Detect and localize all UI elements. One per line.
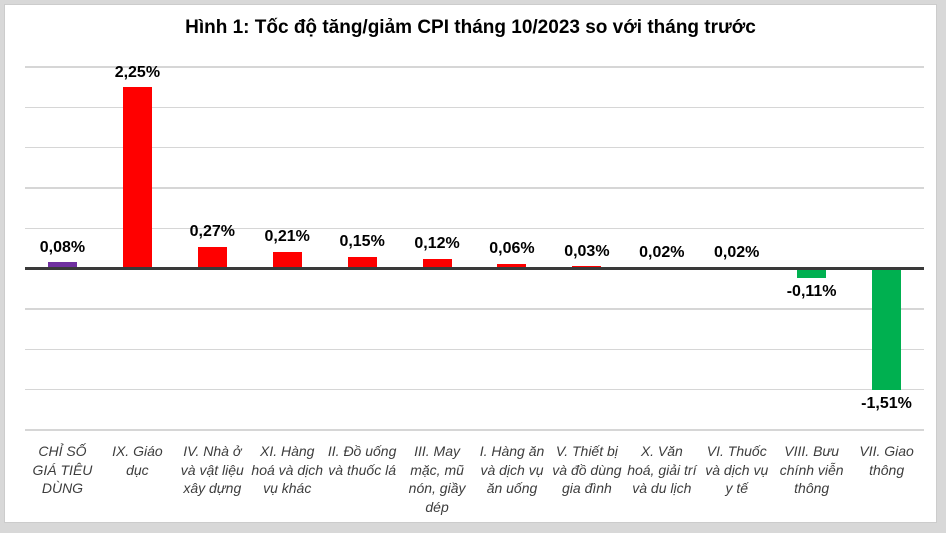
bar-1 bbox=[47, 262, 77, 269]
gridline bbox=[25, 227, 924, 230]
bar-3 bbox=[197, 246, 227, 269]
value-label-4: 0,21% bbox=[264, 228, 310, 246]
bar-5 bbox=[347, 256, 377, 269]
gridline bbox=[25, 429, 924, 431]
category-label-1: CHỈ SỐ GIÁ TIÊU DÙNG bbox=[32, 443, 93, 496]
gridline bbox=[25, 146, 924, 149]
bar-7 bbox=[497, 263, 527, 269]
gridline bbox=[25, 106, 924, 109]
category-label-6: III. May mặc, mũ nón, giầy dép bbox=[408, 443, 466, 515]
category-label-3: IV. Nhà ở và vật liệu xây dựng bbox=[180, 443, 244, 496]
category-label-7: I. Hàng ăn và dịch vụ ăn uống bbox=[479, 443, 545, 496]
category-label-5: II. Đồ uống và thuốc lá bbox=[327, 443, 397, 478]
category-label-12: VII. Giao thông bbox=[859, 443, 914, 478]
value-label-5: 0,15% bbox=[339, 233, 385, 251]
chart-canvas: Hình 1: Tốc độ tăng/giảm CPI tháng 10/20… bbox=[4, 4, 937, 523]
value-label-11: -0,11% bbox=[786, 282, 837, 300]
value-label-6: 0,12% bbox=[414, 235, 460, 253]
gridline bbox=[25, 187, 924, 189]
value-label-8: 0,03% bbox=[564, 242, 610, 260]
plot-area: 0,08% 2,25% 0,27% 0,21% 0,15% 0,12% 0,06% 0,03%… bbox=[25, 63, 924, 431]
gridline bbox=[25, 388, 924, 391]
category-label-9: X. Văn hoá, giải trí và du lịch bbox=[627, 443, 697, 496]
value-label-3: 0,27% bbox=[189, 223, 235, 241]
zero-axis-line bbox=[25, 267, 924, 270]
gridline bbox=[25, 348, 924, 351]
category-label-4: XI. Hàng hoá và dịch vụ khác bbox=[251, 443, 324, 496]
value-label-10: 0,02% bbox=[714, 243, 760, 261]
category-axis: CHỈ SỐ GIÁ TIÊU DÙNG IX. Giáo dục IV. Nhà … bbox=[25, 442, 924, 516]
gridline bbox=[25, 308, 924, 310]
value-label-12: -1,51% bbox=[861, 395, 912, 413]
category-label-10: VI. Thuốc và dịch vụ y tế bbox=[705, 443, 769, 496]
category-label-2: IX. Giáo dục bbox=[112, 443, 163, 478]
bar-4 bbox=[272, 251, 302, 269]
value-label-1: 0,08% bbox=[39, 238, 86, 256]
chart-title: Hình 1: Tốc độ tăng/giảm CPI tháng 10/20… bbox=[185, 17, 756, 38]
value-label-9: 0,02% bbox=[639, 243, 685, 261]
value-label-2: 2,25% bbox=[114, 63, 161, 81]
gridline bbox=[25, 66, 924, 68]
bar-11 bbox=[797, 268, 827, 278]
value-label-7: 0,06% bbox=[489, 240, 535, 258]
category-label-11: VIII. Bưu chính viễn thông bbox=[779, 443, 844, 496]
bar-12 bbox=[872, 268, 902, 391]
bar-2 bbox=[122, 87, 152, 269]
category-label-8: V. Thiết bị và đồ dùng gia đình bbox=[552, 443, 622, 496]
bar-6 bbox=[422, 258, 452, 269]
